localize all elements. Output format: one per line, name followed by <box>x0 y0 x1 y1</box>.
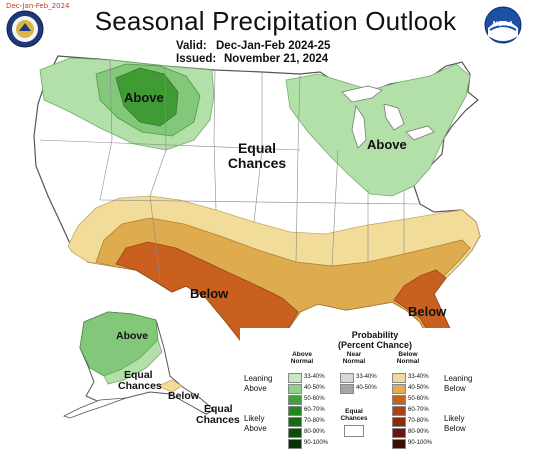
legend-near-swatch-label-0: 33-40% <box>356 374 377 380</box>
legend-likely-below-1: Likely <box>444 414 465 423</box>
legend-below-swatch-label-6: 90-100% <box>408 440 433 446</box>
legend-below-swatch-label-3: 60-70% <box>408 407 429 413</box>
legend-above-swatch-1 <box>288 384 302 394</box>
legend-below-swatch-5 <box>392 428 406 438</box>
legend-leaning-above-1: Leaning <box>244 374 273 383</box>
region-above-nw-50 <box>115 67 179 127</box>
legend-col-below-1: Below <box>398 351 418 358</box>
legend-equal-chances-1: Equal <box>345 408 363 415</box>
legend-below-swatch-1 <box>392 384 406 394</box>
legend-below-swatch-label-2: 50-60% <box>408 396 429 402</box>
legend-above-swatch-6 <box>288 439 302 449</box>
ak-label-above: Above <box>116 330 149 342</box>
legend-col-above-2: Normal <box>290 358 314 365</box>
alaska-above-light <box>103 339 163 385</box>
legend-above-swatch-label-6: 90-100% <box>304 440 329 446</box>
alaska-below <box>156 379 183 393</box>
label-equal-chances-2: Chances <box>227 155 287 171</box>
valid-value: Dec-Jan-Feb 2024-25 <box>216 40 331 52</box>
legend-above-swatch-5 <box>288 428 302 438</box>
legend-below-swatch-label-4: 70-80% <box>408 418 429 424</box>
legend: Probability (Percent Chance) Above Norma… <box>240 328 551 455</box>
noaa-logo-text: NOAA <box>493 21 514 28</box>
legend-below-swatch-label-5: 80-90% <box>408 429 429 435</box>
corner-tag: Dec-Jan-Feb_2024 <box>6 2 70 10</box>
legend-col-near-1: Near <box>346 351 362 358</box>
legend-below-swatch-3 <box>392 406 406 416</box>
legend-above-swatch-3 <box>288 406 302 416</box>
ak-label-equal-1b: Chances <box>118 380 162 392</box>
legend-likely-above-1: Likely <box>244 414 265 423</box>
legend-below-swatch-4 <box>392 417 406 427</box>
legend-below-swatch-6 <box>392 439 406 449</box>
legend-above-swatch-4 <box>288 417 302 427</box>
legend-col-above-1: Above <box>292 351 312 358</box>
legend-likely-above-2: Above <box>244 424 267 433</box>
legend-below-swatch-label-1: 40-50% <box>408 385 429 391</box>
page-title: Seasonal Precipitation Outlook <box>94 6 457 36</box>
legend-col-below-2: Normal <box>396 358 420 365</box>
legend-above-swatch-label-5: 80-90% <box>304 429 325 435</box>
legend-equal-chances-2: Chances <box>340 415 368 422</box>
legend-above-swatch-label-4: 70-80% <box>304 418 325 424</box>
issued-value: November 21, 2024 <box>224 53 329 65</box>
legend-near-swatch-1 <box>340 384 354 394</box>
legend-col-near-2: Normal <box>342 358 366 365</box>
label-below-se: Below <box>408 304 447 319</box>
label-above-ne: Above <box>367 137 407 152</box>
legend-above-swatch-label-3: 60-70% <box>304 407 325 413</box>
legend-below-swatch-label-0: 33-40% <box>408 374 429 380</box>
issued-label: Issued: <box>176 53 217 65</box>
legend-above-swatch-label-1: 40-50% <box>304 385 325 391</box>
legend-leaning-below-2: Below <box>444 384 466 393</box>
legend-leaning-above-2: Above <box>244 384 267 393</box>
legend-title-2: (Percent Chance) <box>337 340 413 350</box>
legend-near-swatch-0 <box>340 373 354 383</box>
legend-near-swatch-label-1: 40-50% <box>356 385 377 391</box>
ak-label-equal-2b: Chances <box>196 414 240 426</box>
legend-above-swatch-label-2: 50-60% <box>304 396 325 402</box>
state-borders <box>39 59 421 281</box>
valid-label: Valid: <box>176 40 207 52</box>
doc-seal-icon <box>6 10 44 48</box>
ak-label-below: Below <box>168 390 199 402</box>
legend-below-swatch-2 <box>392 395 406 405</box>
legend-equal-chances-swatch <box>344 425 364 437</box>
ak-label-equal-1a: Equal <box>124 369 153 381</box>
legend-below-swatch-0 <box>392 373 406 383</box>
legend-title-1: Probability <box>351 330 399 340</box>
legend-above-swatch-2 <box>288 395 302 405</box>
label-equal-chances-1: Equal <box>237 140 277 156</box>
legend-likely-below-2: Below <box>444 424 466 433</box>
noaa-logo-icon: NOAA <box>484 6 522 44</box>
ak-label-equal-2a: Equal <box>204 403 233 415</box>
legend-above-swatch-0 <box>288 373 302 383</box>
label-above-nw: Above <box>124 90 164 105</box>
label-below-south: Below <box>190 286 229 301</box>
legend-above-swatch-label-0: 33-40% <box>304 374 325 380</box>
legend-leaning-below-1: Leaning <box>444 374 473 383</box>
